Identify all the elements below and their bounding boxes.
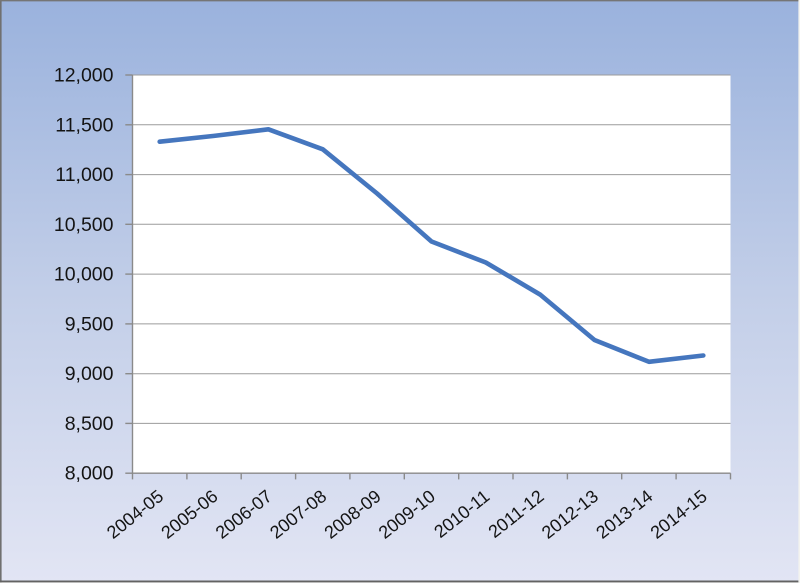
svg-text:8,500: 8,500 — [65, 413, 114, 435]
svg-text:9,500: 9,500 — [65, 313, 114, 335]
svg-text:11,000: 11,000 — [55, 164, 113, 186]
svg-text:11,500: 11,500 — [55, 114, 113, 136]
svg-text:12,000: 12,000 — [54, 65, 114, 87]
svg-text:8,000: 8,000 — [65, 463, 114, 485]
svg-text:9,000: 9,000 — [65, 363, 114, 385]
svg-text:10,000: 10,000 — [54, 264, 114, 286]
svg-text:10,500: 10,500 — [54, 214, 114, 236]
